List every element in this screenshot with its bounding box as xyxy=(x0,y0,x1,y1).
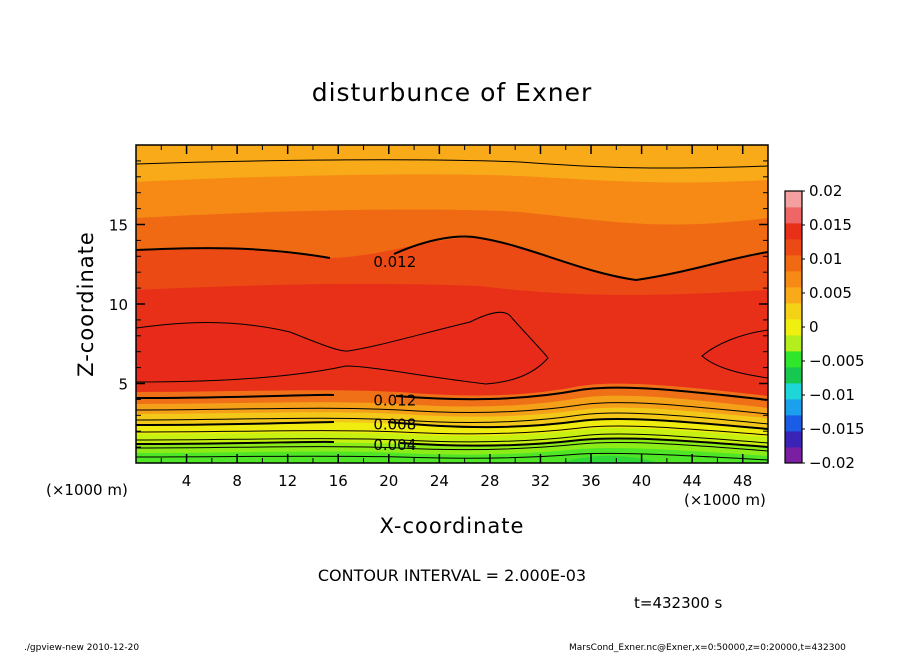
x-tick-label: 24 xyxy=(430,472,449,490)
x-tick-label: 28 xyxy=(480,472,499,490)
y-tick-label: 10 xyxy=(109,296,128,314)
contour-line xyxy=(701,329,769,379)
colorbar-swatch xyxy=(785,335,802,352)
colorbar-tick-label: 0.005 xyxy=(809,284,852,302)
z-unit-label: (×1000 m) xyxy=(46,481,128,499)
contour-line xyxy=(135,159,769,169)
colorbar-tick-label: −0.02 xyxy=(809,454,855,472)
contour-line xyxy=(135,433,769,444)
contour-line xyxy=(135,402,769,415)
contour-line-0.012-lower xyxy=(135,386,769,401)
y-axis-title: Z-coordinate xyxy=(74,231,98,377)
x-unit-label: (×1000 m) xyxy=(684,491,766,509)
colorbar-swatch xyxy=(785,191,802,208)
colorbar-tick-label: 0.015 xyxy=(809,216,852,234)
colorbar-tick-label: −0.01 xyxy=(809,386,855,404)
colorbar-swatch xyxy=(785,447,802,464)
x-tick-label: 20 xyxy=(379,472,398,490)
contour-band xyxy=(136,312,768,384)
chart-title: disturbunce of Exner xyxy=(311,78,593,107)
time-label: t=432300 s xyxy=(634,594,723,612)
colorbar-tick-label: 0.01 xyxy=(809,250,842,268)
contour-line xyxy=(135,452,769,461)
contour-fill-area xyxy=(136,145,768,463)
contour-labels: 0.012 0.012 0.008 0.004 xyxy=(373,253,416,454)
contour-lines xyxy=(135,159,769,461)
x-tick-label: 8 xyxy=(232,472,242,490)
colorbar-swatch xyxy=(785,303,802,320)
x-axis: 4 8 12 16 20 24 28 32 36 40 44 48 xyxy=(160,145,752,490)
colorbar-swatch xyxy=(785,431,802,448)
colorbar-swatch xyxy=(785,415,802,432)
contour-line-0.008 xyxy=(135,418,769,430)
colorbar-swatch xyxy=(785,399,802,416)
colorbar-tick-label: 0 xyxy=(809,318,819,336)
contour-line-0.012-upper xyxy=(135,235,769,282)
colorbar-tick-label: 0.02 xyxy=(809,182,842,200)
colorbar-swatch xyxy=(785,383,802,400)
footer-program: ./gpview-new 2010-12-20 xyxy=(24,643,140,653)
contour-label: 0.012 xyxy=(373,391,416,409)
colorbar-swatch xyxy=(785,367,802,384)
contour-band xyxy=(560,455,660,463)
colorbar-swatch xyxy=(785,223,802,240)
colorbar-swatch xyxy=(785,271,802,288)
y-axis: 5 10 15 xyxy=(109,160,768,448)
contour-line xyxy=(135,441,769,452)
x-tick-label: 48 xyxy=(733,472,752,490)
colorbar-tick-label: −0.005 xyxy=(809,352,865,370)
x-axis-title: X-coordinate xyxy=(379,514,525,538)
contour-label: 0.004 xyxy=(373,436,416,454)
x-tick-label: 36 xyxy=(581,472,600,490)
contour-lines-major xyxy=(135,235,769,448)
contour-interval: CONTOUR INTERVAL = 2.000E-03 xyxy=(317,566,587,585)
colorbar-swatch xyxy=(785,287,802,304)
contour-line-0.004 xyxy=(135,437,769,448)
x-tick-label: 44 xyxy=(683,472,702,490)
colorbar-swatch xyxy=(785,255,802,272)
y-tick-label: 5 xyxy=(118,376,128,394)
x-tick-label: 16 xyxy=(329,472,348,490)
contour-line xyxy=(135,311,549,385)
x-tick-label: 32 xyxy=(531,472,550,490)
colorbar-tick-label: −0.015 xyxy=(809,420,865,438)
colorbar-swatch xyxy=(785,319,802,336)
colorbar-swatch xyxy=(785,207,802,224)
colorbar: 0.02 0.015 0.01 0.005 0 −0.005 −0.01 −0.015 −0.0… xyxy=(784,182,865,472)
colorbar-swatch xyxy=(785,239,802,256)
footer-source: MarsCond_Exner.nc@Exner,x=0:50000,z=0:20… xyxy=(569,643,846,653)
colorbar-swatch xyxy=(785,351,802,368)
x-tick-label: 12 xyxy=(278,472,297,490)
y-tick-label: 15 xyxy=(109,217,128,235)
x-tick-label: 40 xyxy=(632,472,651,490)
contour-line xyxy=(135,412,769,425)
x-tick-label: 4 xyxy=(182,472,192,490)
contour-line xyxy=(135,425,769,436)
contour-label: 0.008 xyxy=(373,415,416,433)
contour-label: 0.012 xyxy=(373,253,416,271)
